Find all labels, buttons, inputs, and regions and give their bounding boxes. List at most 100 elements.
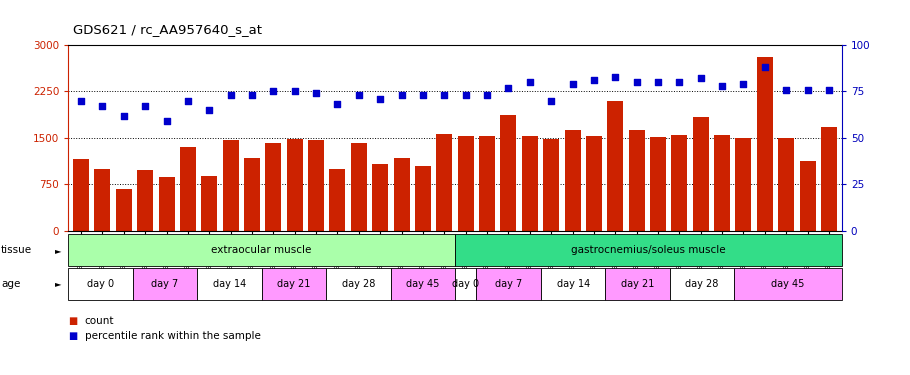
Bar [390,268,455,300]
Bar [329,169,346,231]
Bar [116,189,132,231]
Point [351,92,366,98]
Text: day 0: day 0 [452,279,480,289]
Point [180,98,195,104]
Text: ■: ■ [68,316,77,326]
Bar [266,143,281,231]
Bar [393,158,410,231]
Text: day 45: day 45 [772,279,804,289]
Point [266,88,280,94]
Point [608,74,622,80]
Bar [372,164,389,231]
Point [822,87,836,93]
Point [501,85,516,91]
Bar [201,176,217,231]
Point [416,92,430,98]
Bar [68,268,133,300]
Point [757,64,772,70]
Bar [351,143,367,231]
Text: extraocular muscle: extraocular muscle [211,245,312,255]
Point [651,79,665,85]
Bar [95,169,110,231]
Text: day 28: day 28 [685,279,719,289]
Bar [197,268,262,300]
Bar [133,268,197,300]
Bar [693,117,709,231]
Bar [479,136,495,231]
Bar [287,139,303,231]
Text: ►: ► [55,280,61,289]
Text: day 45: day 45 [406,279,440,289]
Point [223,92,238,98]
Bar [308,140,324,231]
Point [394,92,409,98]
Bar [800,161,815,231]
Text: ►: ► [55,246,61,255]
Point [630,79,644,85]
Text: GDS621 / rc_AA957640_s_at: GDS621 / rc_AA957640_s_at [73,22,262,36]
Point [459,92,473,98]
Point [800,87,814,93]
Bar [137,170,153,231]
Bar [757,57,773,231]
Bar [607,101,623,231]
Bar [778,138,794,231]
Text: day 21: day 21 [621,279,654,289]
Bar [564,130,581,231]
Bar [455,234,842,266]
Bar [541,268,605,300]
Text: day 0: day 0 [87,279,114,289]
Bar [501,115,517,231]
Text: gastrocnemius/soleus muscle: gastrocnemius/soleus muscle [571,245,725,255]
Bar [650,136,666,231]
Bar [672,135,687,231]
Bar [262,268,326,300]
Bar [68,234,455,266]
Bar [734,268,842,300]
Point [308,90,323,96]
Bar [821,127,837,231]
Point [159,118,174,124]
Point [715,83,730,89]
Bar [223,140,238,231]
Point [565,81,580,87]
Text: day 14: day 14 [557,279,590,289]
Point [138,103,153,109]
Bar [73,159,89,231]
Point [587,77,602,83]
Bar [521,136,538,231]
Bar [670,268,734,300]
Point [522,79,537,85]
Bar [586,136,602,231]
Point [245,92,259,98]
Point [544,98,559,104]
Point [330,101,345,107]
Bar [415,166,431,231]
Text: day 7: day 7 [151,279,178,289]
Bar [735,138,752,231]
Text: count: count [85,316,114,326]
Text: day 28: day 28 [341,279,375,289]
Text: percentile rank within the sample: percentile rank within the sample [85,331,260,340]
Point [736,81,751,87]
Text: day 7: day 7 [495,279,522,289]
Bar [714,135,730,231]
Bar [244,158,260,231]
Point [74,98,88,104]
Bar [477,268,541,300]
Bar [158,177,175,231]
Point [96,103,110,109]
Point [437,92,451,98]
Point [779,87,794,93]
Point [116,112,131,118]
Point [202,107,217,113]
Text: age: age [1,279,20,289]
Point [373,96,388,102]
Text: day 14: day 14 [213,279,246,289]
Bar [605,268,670,300]
Point [288,88,302,94]
Bar [436,134,452,231]
Text: tissue: tissue [1,245,32,255]
Point [693,75,708,81]
Bar [543,139,559,231]
